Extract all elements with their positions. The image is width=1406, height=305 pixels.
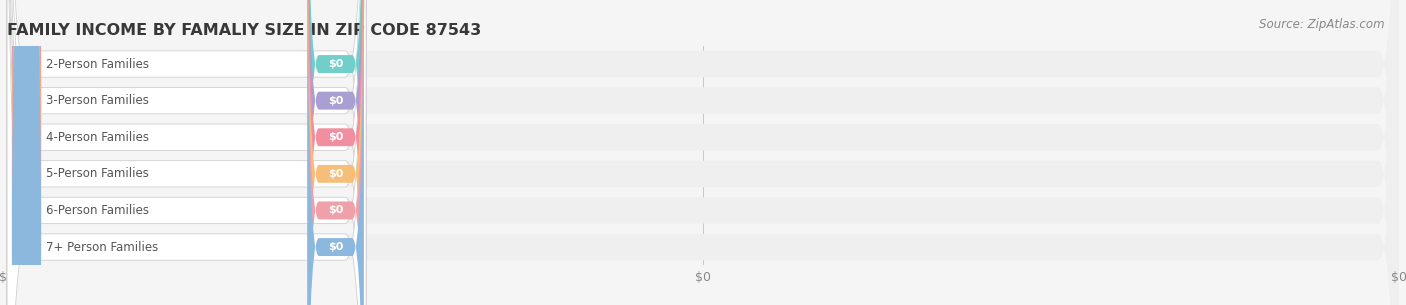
Text: $0: $0: [328, 96, 343, 106]
FancyBboxPatch shape: [308, 0, 363, 305]
FancyBboxPatch shape: [308, 0, 363, 305]
FancyBboxPatch shape: [7, 0, 1399, 305]
Text: 7+ Person Families: 7+ Person Families: [46, 241, 159, 253]
Circle shape: [13, 0, 41, 305]
Text: $0: $0: [328, 132, 343, 142]
FancyBboxPatch shape: [7, 0, 1399, 305]
FancyBboxPatch shape: [7, 0, 366, 305]
Text: 2-Person Families: 2-Person Families: [46, 58, 149, 70]
FancyBboxPatch shape: [7, 0, 1399, 305]
FancyBboxPatch shape: [308, 0, 363, 305]
Text: $0: $0: [328, 206, 343, 215]
FancyBboxPatch shape: [7, 0, 366, 305]
Text: $0: $0: [328, 242, 343, 252]
Text: $0: $0: [328, 169, 343, 179]
Text: 6-Person Families: 6-Person Families: [46, 204, 149, 217]
Circle shape: [13, 0, 41, 305]
Text: $0: $0: [328, 59, 343, 69]
FancyBboxPatch shape: [308, 0, 363, 305]
Text: Source: ZipAtlas.com: Source: ZipAtlas.com: [1260, 18, 1385, 31]
FancyBboxPatch shape: [7, 0, 366, 305]
Text: 4-Person Families: 4-Person Families: [46, 131, 149, 144]
FancyBboxPatch shape: [7, 0, 1399, 305]
FancyBboxPatch shape: [308, 0, 363, 305]
Circle shape: [13, 0, 41, 305]
FancyBboxPatch shape: [7, 0, 1399, 305]
Text: FAMILY INCOME BY FAMALIY SIZE IN ZIP CODE 87543: FAMILY INCOME BY FAMALIY SIZE IN ZIP COD…: [7, 23, 481, 38]
Circle shape: [13, 0, 41, 305]
Text: 3-Person Families: 3-Person Families: [46, 94, 149, 107]
FancyBboxPatch shape: [7, 0, 366, 305]
Circle shape: [13, 0, 41, 305]
FancyBboxPatch shape: [308, 0, 363, 305]
Text: 5-Person Families: 5-Person Families: [46, 167, 149, 180]
FancyBboxPatch shape: [7, 0, 366, 305]
FancyBboxPatch shape: [7, 0, 366, 305]
Circle shape: [13, 0, 41, 305]
FancyBboxPatch shape: [7, 0, 1399, 305]
